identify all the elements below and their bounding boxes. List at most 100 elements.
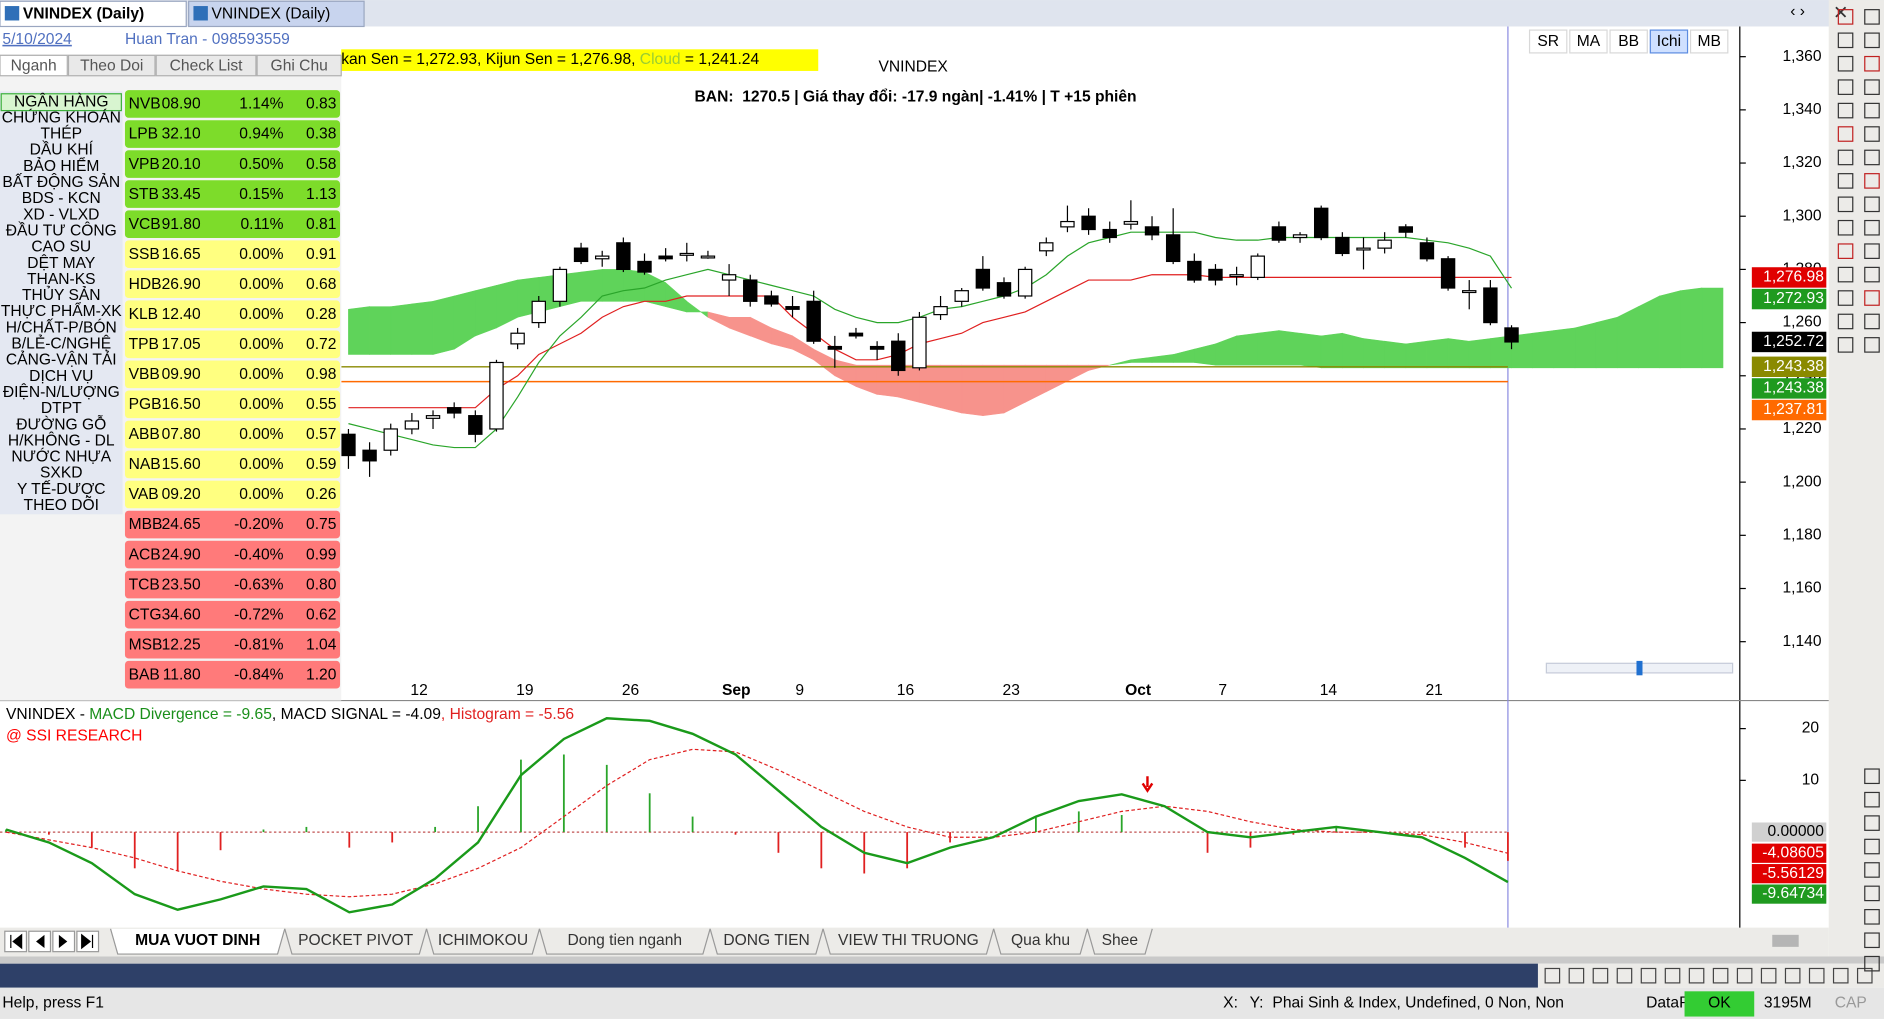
sector-item[interactable]: H/KHÔNG - DL <box>8 430 115 449</box>
sheet-tab-label[interactable]: MUA VUOT DINH <box>135 932 260 949</box>
panel-tab-label[interactable]: Theo Doi <box>80 57 143 74</box>
tab-label[interactable]: VNINDEX (Daily) <box>23 6 144 23</box>
tool-icon[interactable] <box>1864 909 1880 925</box>
tool-icon[interactable] <box>1864 955 1880 972</box>
sheet-tab-label[interactable]: Dong tien nganh <box>568 932 683 949</box>
tool-icon[interactable] <box>1864 838 1880 855</box>
toolbar-icon[interactable] <box>1568 967 1585 984</box>
sector-item[interactable]: H/CHẤT-P/BÓN <box>6 317 117 336</box>
sheet-tab[interactable] <box>109 928 286 955</box>
tool-icon[interactable] <box>1864 9 1880 25</box>
sector-item[interactable]: CẢNG-VẬN TẢI <box>6 350 117 369</box>
sheet-tab-label[interactable]: ICHIMOKOU <box>438 932 528 949</box>
stock-row[interactable] <box>124 570 341 599</box>
stock-row[interactable] <box>124 600 341 629</box>
sector-item[interactable]: DẦU KHÍ <box>30 140 94 159</box>
sheet-tab-label[interactable]: Qua khu <box>1011 932 1070 949</box>
tool-icon[interactable] <box>1864 266 1880 283</box>
stock-row[interactable] <box>124 540 341 569</box>
h-scrollbar[interactable] <box>1772 934 1799 947</box>
sheet-tab[interactable] <box>993 928 1088 955</box>
indicator-button-label[interactable]: SR <box>1537 33 1559 50</box>
tool-icon[interactable] <box>1864 885 1880 902</box>
indicator-button-label[interactable]: MB <box>1697 33 1720 50</box>
sector-item[interactable]: BẢO HIỂM <box>23 156 99 175</box>
stock-row[interactable] <box>124 420 341 449</box>
indicator-button-label[interactable]: MA <box>1577 33 1601 50</box>
tool-icon[interactable] <box>1837 290 1854 306</box>
tool-icon[interactable] <box>1864 791 1880 808</box>
stock-row[interactable] <box>124 660 341 689</box>
tool-icon[interactable] <box>1837 219 1854 236</box>
indicator-button-label[interactable]: BB <box>1618 33 1639 50</box>
tool-icon[interactable] <box>1837 79 1854 95</box>
toolbar-icon[interactable] <box>1544 967 1561 984</box>
stock-row[interactable] <box>124 150 341 178</box>
sheet-tab[interactable] <box>709 928 824 955</box>
tool-icon[interactable] <box>1864 862 1880 878</box>
sector-item[interactable]: DTPT <box>41 400 82 417</box>
sector-item[interactable]: NGÂN HÀNG <box>14 91 109 110</box>
indicator-button[interactable] <box>1609 29 1648 54</box>
tool-icon[interactable] <box>1864 173 1880 189</box>
sector-item[interactable]: SXKD <box>40 465 83 482</box>
date-label[interactable]: 5/10/2024 <box>2 31 72 48</box>
tool-icon[interactable] <box>1864 243 1880 259</box>
toolbar-icon[interactable] <box>1664 967 1681 984</box>
indicator-button[interactable] <box>1689 29 1729 54</box>
sector-item[interactable]: CHỨNG KHOÁN <box>2 107 121 126</box>
stock-row[interactable] <box>124 360 341 389</box>
sector-item[interactable]: THAN-KS <box>27 271 96 288</box>
toolbar-icon[interactable] <box>1808 967 1825 984</box>
tool-icon[interactable] <box>1837 243 1854 259</box>
tool-icon[interactable] <box>1837 32 1854 49</box>
tool-icon[interactable] <box>1864 149 1880 166</box>
tab[interactable] <box>188 0 365 28</box>
sector-item[interactable]: ĐẦU TƯ CÔNG <box>6 220 117 239</box>
sector-item[interactable]: DỆT MAY <box>27 253 96 272</box>
tool-icon[interactable] <box>1864 768 1880 785</box>
stock-row[interactable] <box>124 330 341 359</box>
panel-tab-label[interactable]: Nganh <box>11 57 57 74</box>
stock-row[interactable] <box>124 510 341 539</box>
tool-icon[interactable] <box>1837 55 1854 72</box>
sheet-tab-label[interactable]: DONG TIEN <box>723 932 809 949</box>
toolbar-icon[interactable] <box>1832 967 1849 984</box>
tool-icon[interactable] <box>1837 313 1854 330</box>
sector-item[interactable]: THÉP <box>40 124 82 143</box>
tool-icon[interactable] <box>1864 32 1880 49</box>
stock-row[interactable] <box>124 450 341 479</box>
sheet-tab[interactable] <box>538 928 711 955</box>
tool-icon[interactable] <box>1864 102 1880 119</box>
tool-icon[interactable] <box>1837 149 1854 166</box>
sector-item[interactable]: THỰC PHẨM-XK <box>1 301 122 320</box>
sector-item[interactable]: BẤT ĐỘNG SẢN <box>2 172 120 191</box>
sector-item[interactable]: ĐIỆN-N/LƯỢNG <box>3 382 120 401</box>
stock-row[interactable] <box>124 480 341 509</box>
sheet-tab-label[interactable]: POCKET PIVOT <box>298 932 414 949</box>
tool-icon[interactable] <box>1864 55 1880 72</box>
toolbar-icon[interactable] <box>1688 967 1705 984</box>
sheet-tab-label[interactable]: VIEW THI TRUONG <box>838 932 979 949</box>
sector-item[interactable]: CAO SU <box>31 239 91 256</box>
close-icon[interactable] <box>1835 6 1847 18</box>
sector-item[interactable]: NƯỚC NHỰA <box>11 447 111 466</box>
stock-row[interactable] <box>124 240 341 268</box>
tool-icon[interactable] <box>1837 9 1854 25</box>
toolbar-icon[interactable] <box>1616 967 1633 984</box>
toolbar-icon[interactable] <box>1640 967 1657 984</box>
sector-item[interactable]: THỦY SẢN <box>22 285 101 304</box>
toolbar-icon[interactable] <box>1760 967 1777 984</box>
indicator-button[interactable] <box>1528 29 1568 54</box>
indicator-button-label[interactable]: Ichi <box>1657 33 1681 50</box>
panel-tab[interactable] <box>0 54 68 77</box>
toolbar-icon[interactable] <box>1784 967 1801 984</box>
stock-row[interactable] <box>124 120 341 148</box>
sheet-nav[interactable] <box>4 930 100 953</box>
panel-tab[interactable] <box>67 54 156 77</box>
stock-row[interactable] <box>124 390 341 419</box>
tool-icon[interactable] <box>1837 337 1854 353</box>
sector-item[interactable]: ĐƯỜNG GỖ <box>16 414 106 433</box>
stock-row[interactable] <box>124 270 341 299</box>
tool-icon[interactable] <box>1837 196 1854 213</box>
